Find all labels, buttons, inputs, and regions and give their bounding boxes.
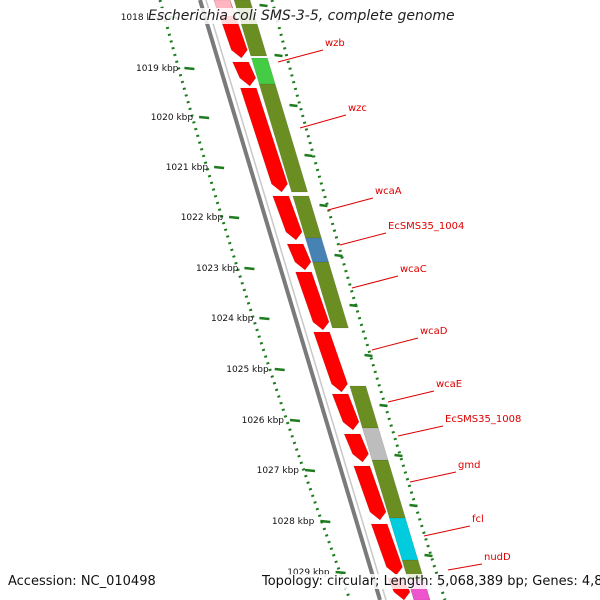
kbp-tick-mark bbox=[274, 367, 285, 372]
title-rest: SMS-3-5, complete genome bbox=[256, 8, 455, 24]
forward-gene-arrow bbox=[313, 331, 348, 393]
kbp-tick-mark bbox=[304, 468, 316, 473]
kbp-tick-label: 1024 kbp bbox=[211, 314, 254, 324]
forward-gene-arrow-shape bbox=[295, 271, 330, 331]
forward-gene-arrow-shape bbox=[232, 61, 257, 87]
accession-text: Accession: NC_010498 bbox=[8, 574, 156, 589]
label-leader-line bbox=[351, 275, 399, 289]
outer-tick-mark bbox=[289, 103, 298, 108]
outer-tick-mark bbox=[304, 153, 313, 158]
label-leader-group: wzb wzc wcaA EcSMS35_1004 wcaC wcaD wcaE EcSMS3… bbox=[277, 38, 521, 571]
outer-tick-mark bbox=[424, 553, 433, 558]
forward-gene-arrow bbox=[295, 271, 330, 331]
kbp-tick-label: 1022 kbp bbox=[181, 213, 224, 223]
label-leader-line bbox=[423, 525, 471, 537]
outer-tick-mark bbox=[274, 53, 283, 58]
kbp-tick-label: 1027 kbp bbox=[257, 466, 300, 476]
gene-label: EcSMS35_1008 bbox=[445, 414, 521, 425]
gene-label: fcl bbox=[472, 514, 484, 525]
label-leader-line bbox=[371, 337, 419, 351]
gc-dotted-line-left bbox=[158, 0, 352, 600]
ecsms35-1004-highlight bbox=[304, 237, 330, 263]
kbp-tick-mark bbox=[198, 115, 210, 120]
genome-backbone bbox=[198, 0, 382, 600]
kbp-tick-label: 1019 kbp bbox=[136, 64, 179, 74]
forward-gene-arrow-shape bbox=[353, 465, 387, 521]
kbp-tick-label: 1018 kbp bbox=[121, 13, 164, 23]
feature-tracks bbox=[213, 0, 431, 600]
label-leader-line bbox=[299, 114, 347, 129]
outer-tick-mark bbox=[364, 353, 373, 358]
forward-gene-arrow bbox=[343, 433, 369, 463]
kbp-tick-mark bbox=[259, 316, 270, 321]
kbp-tick-mark bbox=[184, 66, 195, 71]
forward-gene-arrow-shape bbox=[343, 433, 369, 463]
gene-label: wcaC bbox=[400, 264, 427, 275]
outer-tick-mark bbox=[319, 203, 328, 208]
kbp-tick-label: 1026 kbp bbox=[242, 416, 285, 426]
outer-tick-mark bbox=[409, 503, 418, 508]
kbp-tick-label: 1023 kbp bbox=[196, 264, 239, 274]
kbp-tick-label: 1021 kbp bbox=[166, 163, 209, 173]
kbp-tick-label: 1025 kbp bbox=[226, 365, 269, 375]
label-leader-line bbox=[339, 232, 387, 246]
gene-label: wcaD bbox=[420, 326, 448, 337]
gene-label: wzc bbox=[348, 103, 367, 114]
gene-label: nudD bbox=[484, 552, 511, 563]
forward-gene-arrow bbox=[331, 393, 360, 431]
forward-gene-arrow bbox=[232, 61, 257, 87]
gene-label: gmd bbox=[458, 460, 480, 471]
genome-backbone-inner bbox=[205, 0, 387, 600]
forward-gene-arrow bbox=[370, 523, 403, 576]
map-title: Escherichia coli SMS-3-5, complete genom… bbox=[148, 8, 468, 24]
kbp-tick-mark bbox=[228, 215, 240, 220]
gene-label: wcaE bbox=[436, 379, 462, 390]
label-leader-line bbox=[387, 390, 435, 403]
topology-text: Topology: circular; Length: 5,068,389 bp… bbox=[262, 574, 600, 589]
label-leader-line bbox=[277, 49, 324, 63]
label-leader-line bbox=[409, 471, 457, 483]
forward-gene-arrow bbox=[239, 87, 288, 193]
forward-gene-arrow-shape bbox=[331, 393, 360, 431]
wzb-highlight-shape bbox=[250, 57, 276, 85]
forward-gene-arrow bbox=[286, 243, 312, 271]
gene-label: wcaA bbox=[375, 186, 402, 197]
label-leader-line bbox=[327, 197, 374, 211]
label-leader-line bbox=[447, 563, 483, 571]
forward-gene-arrow-shape bbox=[286, 243, 312, 271]
forward-gene-arrow-shape bbox=[370, 523, 403, 576]
outer-tick-mark bbox=[334, 253, 343, 258]
kbp-tick-label: 1028 kbp bbox=[272, 517, 315, 527]
kbp-tick-mark bbox=[244, 266, 255, 271]
kbp-tick-label: 1020 kbp bbox=[151, 113, 194, 123]
forward-gene-arrow bbox=[272, 195, 303, 241]
forward-gene-arrow-shape bbox=[239, 87, 288, 193]
kbp-tick-label: 1029 kbp bbox=[287, 568, 330, 578]
ecsms35-1008-highlight bbox=[361, 427, 389, 461]
label-leader-line bbox=[397, 425, 444, 437]
wzb-highlight bbox=[250, 57, 276, 85]
kbp-tick-mark bbox=[289, 418, 301, 423]
kbp-tick-group: 1018 kbp 1019 kbp 1020 kbp 1021 kbp 1022 kbp… bbox=[121, 3, 433, 578]
kbp-tick-mark bbox=[335, 570, 346, 575]
forward-gene-arrow-shape bbox=[313, 331, 348, 393]
forward-gene-arrow-shape bbox=[272, 195, 303, 241]
fcl-highlight bbox=[388, 517, 419, 561]
organism-name: Escherichia coli bbox=[148, 8, 257, 24]
outer-tick-mark bbox=[349, 303, 358, 308]
ecsms35-1004-highlight-shape bbox=[304, 237, 330, 263]
gene-label: wzb bbox=[325, 38, 345, 49]
outer-tick-mark bbox=[259, 3, 268, 8]
forward-gene-arrow bbox=[353, 465, 387, 521]
gene-label: EcSMS35_1004 bbox=[388, 221, 464, 232]
kbp-tick-mark bbox=[213, 165, 225, 170]
ecsms35-1008-highlight-shape bbox=[361, 427, 389, 461]
fcl-highlight-shape bbox=[388, 517, 419, 561]
kbp-tick-mark bbox=[320, 519, 331, 524]
outer-tick-mark bbox=[394, 453, 403, 458]
outer-tick-mark bbox=[379, 403, 388, 408]
